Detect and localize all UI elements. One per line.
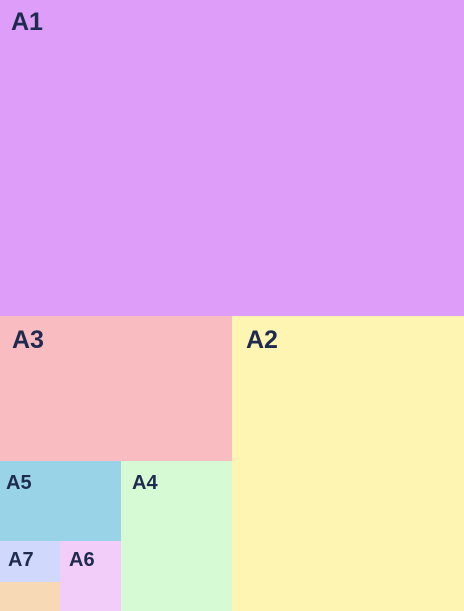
tile-label: A3 (12, 326, 44, 354)
tile-a2: A2 (232, 316, 464, 611)
tile-label: A6 (69, 549, 95, 571)
tile-a4: A4 (121, 461, 232, 611)
tile-label: A4 (132, 472, 158, 494)
tile-label: A1 (11, 8, 43, 36)
tile-a6: A6 (60, 541, 121, 611)
tile-label: A2 (246, 326, 278, 354)
tile-label: A5 (6, 472, 32, 494)
tile-a1: A1 (0, 0, 464, 316)
tile-unlabeled (0, 582, 60, 611)
tile-a5: A5 (0, 461, 121, 541)
tile-a3: A3 (0, 316, 232, 461)
tile-a7: A7 (0, 541, 60, 582)
tile-label: A7 (8, 549, 34, 571)
